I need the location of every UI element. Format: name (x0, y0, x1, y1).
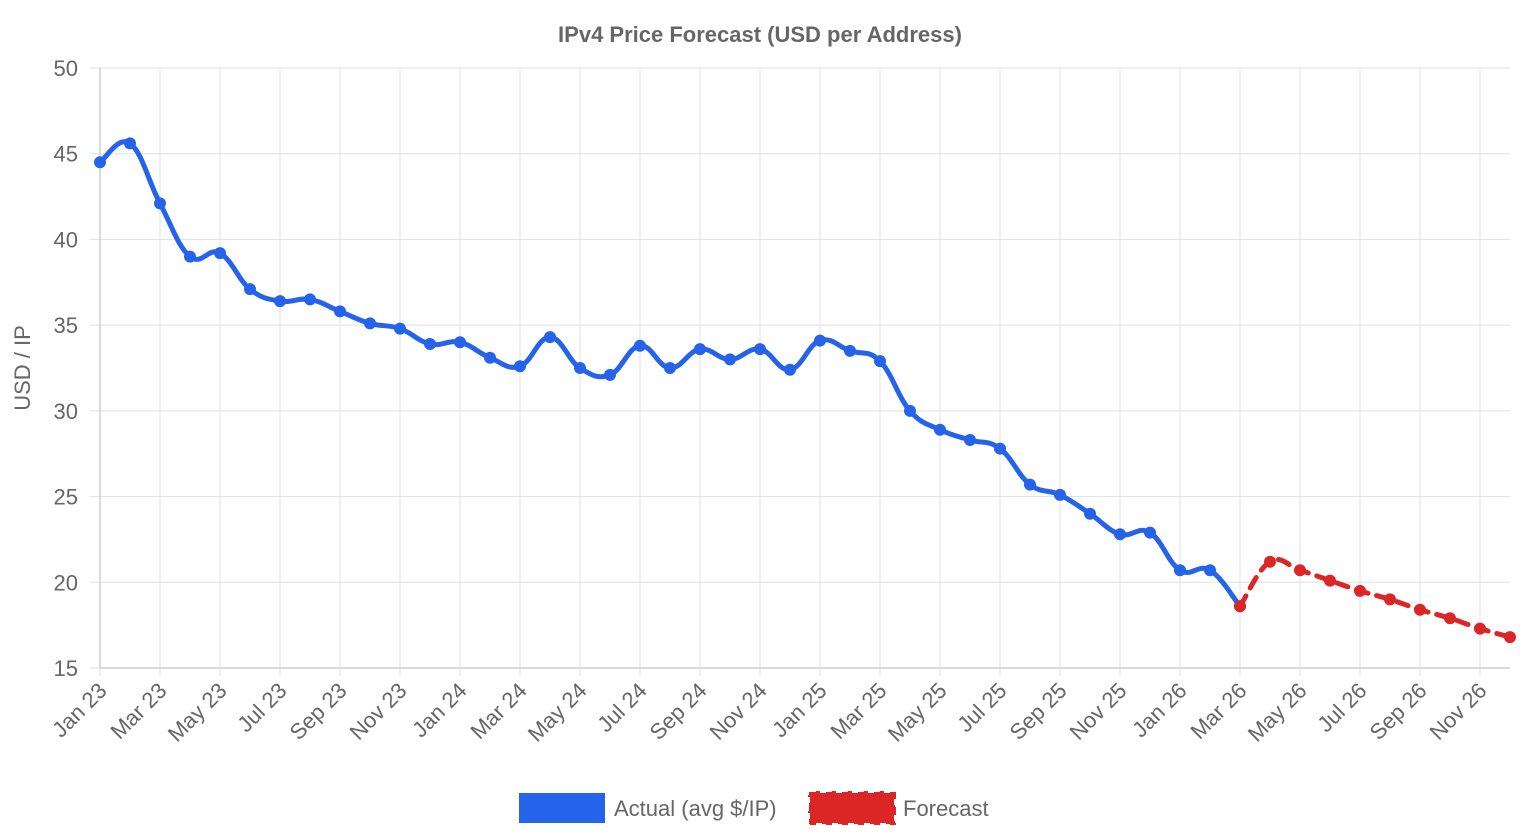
data-point[interactable] (844, 344, 856, 357)
data-point[interactable] (244, 283, 256, 296)
data-point[interactable] (1054, 488, 1066, 501)
legend-swatch (808, 791, 896, 825)
x-tick-label: Mar 24 (465, 678, 531, 744)
legend-item[interactable]: Actual (avg $/IP) (519, 793, 777, 823)
data-point[interactable] (94, 156, 106, 169)
data-point[interactable] (1024, 478, 1036, 491)
legend-swatch (519, 793, 605, 823)
data-point[interactable] (694, 343, 706, 356)
y-tick-label: 35 (54, 313, 78, 338)
x-tick-label: Jan 26 (1127, 678, 1191, 742)
y-tick-label: 15 (54, 656, 78, 681)
data-point[interactable] (214, 247, 226, 260)
data-point[interactable] (1384, 593, 1396, 606)
data-point[interactable] (874, 355, 886, 368)
data-point[interactable] (484, 351, 496, 364)
series-actual (94, 137, 1246, 613)
x-tick-label: Jul 26 (1312, 678, 1371, 737)
data-point[interactable] (1174, 564, 1186, 577)
data-point[interactable] (424, 338, 436, 350)
series-line (1237, 556, 1513, 640)
data-point[interactable] (664, 362, 676, 374)
data-point[interactable] (724, 353, 736, 366)
legend-label: Forecast (903, 796, 989, 821)
data-point[interactable] (994, 442, 1006, 455)
x-tick-label: May 24 (523, 678, 592, 747)
legend: Actual (avg $/IP) Forecast (519, 790, 989, 826)
x-tick-label: Jan 24 (407, 678, 471, 742)
legend-item[interactable]: Forecast (807, 790, 989, 826)
data-point[interactable] (454, 336, 466, 349)
data-point[interactable] (334, 305, 346, 318)
y-tick-label: 30 (54, 399, 78, 424)
data-point[interactable] (1234, 600, 1246, 613)
data-point[interactable] (1294, 564, 1306, 577)
x-tick-label: Sep 24 (645, 678, 712, 745)
x-tick-label: Nov 25 (1065, 678, 1132, 745)
y-tick-label: 20 (54, 570, 78, 595)
x-tick-label: Jan 25 (767, 678, 831, 742)
data-point[interactable] (784, 363, 796, 376)
data-point[interactable] (1084, 507, 1096, 520)
x-tick-label: Nov 26 (1425, 678, 1492, 745)
x-tick-label: Nov 24 (705, 678, 772, 745)
y-tick-label: 25 (54, 485, 78, 510)
data-point[interactable] (904, 404, 916, 417)
chart-title: IPv4 Price Forecast (USD per Address) (558, 22, 962, 47)
x-tick-label: Mar 26 (1185, 678, 1251, 744)
legend-swatch-dash (807, 790, 897, 826)
data-point[interactable] (274, 295, 286, 308)
x-tick-label: May 23 (163, 678, 232, 747)
data-point[interactable] (1414, 603, 1426, 616)
data-point[interactable] (1114, 528, 1126, 541)
data-point[interactable] (934, 423, 946, 436)
grid (90, 67, 1510, 676)
y-tick-label: 45 (54, 142, 78, 167)
data-point[interactable] (364, 317, 376, 330)
x-tick-label: Sep 23 (285, 678, 352, 745)
x-tick-label: Sep 25 (1005, 678, 1072, 745)
data-point[interactable] (634, 339, 646, 352)
x-tick-label: Sep 26 (1365, 678, 1432, 745)
data-point[interactable] (754, 343, 766, 356)
data-point[interactable] (1444, 612, 1456, 625)
data-point[interactable] (1144, 526, 1156, 539)
x-tick-label: Jan 23 (47, 678, 111, 742)
x-tick-label: Jul 25 (952, 678, 1011, 737)
series-layer (94, 137, 1516, 644)
data-point[interactable] (814, 334, 826, 347)
series-forecast (1234, 555, 1516, 644)
data-point[interactable] (604, 368, 616, 381)
data-point[interactable] (394, 322, 406, 335)
data-point[interactable] (1264, 555, 1276, 568)
x-tick-label: Mar 23 (105, 678, 171, 744)
data-point[interactable] (1204, 564, 1216, 577)
data-point[interactable] (304, 293, 316, 306)
data-point[interactable] (154, 197, 166, 210)
legend-label: Actual (avg $/IP) (614, 796, 777, 821)
data-point[interactable] (544, 331, 556, 344)
y-tick-label: 50 (54, 56, 78, 81)
data-point[interactable] (1474, 622, 1486, 635)
data-point[interactable] (574, 362, 586, 374)
x-tick-label: Mar 25 (825, 678, 891, 744)
data-point[interactable] (514, 360, 526, 373)
x-tick-label: May 26 (1243, 678, 1312, 747)
data-point[interactable] (964, 434, 976, 446)
y-tick-label: 40 (54, 227, 78, 252)
x-tick-label: May 25 (883, 678, 952, 747)
data-point[interactable] (124, 137, 136, 150)
y-axis-title: USD / IP (10, 325, 35, 411)
data-point[interactable] (1504, 631, 1516, 644)
x-tick-label: Jul 23 (232, 678, 291, 737)
data-point[interactable] (184, 250, 196, 263)
x-tick-label: Jul 24 (592, 678, 651, 737)
data-point[interactable] (1324, 574, 1336, 587)
x-tick-label: Nov 23 (345, 678, 412, 745)
data-point[interactable] (1354, 584, 1366, 597)
